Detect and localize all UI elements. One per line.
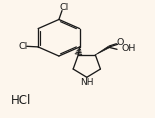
Text: O: O	[117, 38, 124, 47]
Text: Cl: Cl	[18, 42, 28, 51]
Text: Cl: Cl	[59, 3, 69, 12]
Text: HCl: HCl	[11, 94, 31, 107]
Text: OH: OH	[121, 44, 136, 53]
Polygon shape	[95, 46, 109, 55]
Text: NH: NH	[80, 78, 94, 87]
